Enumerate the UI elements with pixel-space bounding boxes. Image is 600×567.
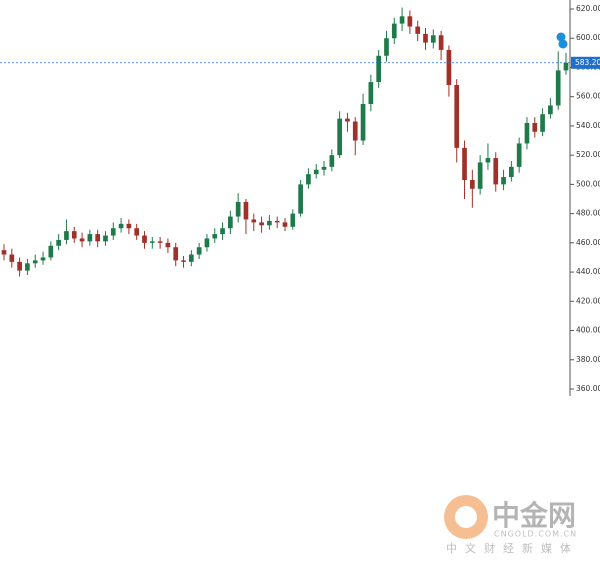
event-marker xyxy=(556,32,566,42)
candle-body xyxy=(360,104,366,141)
candle-body xyxy=(142,235,147,243)
candle-body xyxy=(477,162,483,189)
price-label-box xyxy=(571,56,600,69)
candle-body xyxy=(17,261,22,271)
candle-body xyxy=(149,241,155,243)
y-tick-label: 600.00 xyxy=(576,33,600,42)
candle-body xyxy=(524,123,530,144)
candle-body xyxy=(9,254,15,262)
candle-body xyxy=(321,166,327,170)
candle-body xyxy=(282,222,288,227)
candle-body xyxy=(188,254,194,262)
candle-body xyxy=(555,70,561,106)
candle-body xyxy=(352,121,358,141)
candle-body xyxy=(368,82,374,104)
y-tick-label: 380.00 xyxy=(576,355,600,364)
candle-body xyxy=(438,35,444,50)
candle-body xyxy=(95,234,101,242)
candle-body xyxy=(469,180,475,189)
candle-body xyxy=(220,228,225,235)
y-tick-label: 520.00 xyxy=(576,150,600,159)
candle-body xyxy=(118,223,124,229)
candle-body xyxy=(509,166,514,178)
watermark-domain: CNGOLD.COM.CN xyxy=(494,530,577,539)
candle-body xyxy=(212,234,218,239)
candle-body xyxy=(274,220,280,223)
candle-body xyxy=(204,238,210,248)
candle-body xyxy=(64,231,69,240)
candle-body xyxy=(384,38,389,56)
event-markers xyxy=(556,32,568,49)
candle-body xyxy=(32,260,38,264)
candle-body xyxy=(173,247,179,261)
candle-body xyxy=(110,228,116,236)
candle-body xyxy=(103,235,108,242)
watermark-slogan: 中文财经新媒体 xyxy=(446,541,579,555)
candle-body xyxy=(181,260,186,262)
candle-body xyxy=(415,26,421,34)
y-tick-label: 480.00 xyxy=(576,209,600,218)
candle-body xyxy=(71,231,77,239)
candle-body xyxy=(501,177,506,185)
price-label: 583.20 xyxy=(575,58,600,67)
candle-body xyxy=(165,242,171,248)
candle-body xyxy=(493,158,499,185)
candle-body xyxy=(235,201,241,217)
candle-body xyxy=(485,158,491,163)
candle-body xyxy=(157,241,163,243)
y-tick-label: 460.00 xyxy=(576,238,600,247)
candle-body xyxy=(259,222,264,226)
y-tick-label: 360.00 xyxy=(576,384,600,393)
candle-body xyxy=(134,228,140,236)
candle-body xyxy=(399,16,405,24)
candle-body xyxy=(40,257,46,261)
candle-body xyxy=(298,184,303,214)
y-tick-label: 540.00 xyxy=(576,121,600,130)
candle-body xyxy=(126,223,132,229)
candle-body xyxy=(306,174,311,185)
candle-body xyxy=(516,143,522,167)
candle-body xyxy=(430,35,436,43)
candle-body xyxy=(462,147,467,180)
candle-body xyxy=(540,114,545,132)
candle-body xyxy=(25,263,30,271)
candle-body xyxy=(313,169,319,175)
candle-body xyxy=(56,239,61,246)
candle-body xyxy=(87,234,93,242)
y-tick-label: 560.00 xyxy=(576,92,600,101)
y-tick-label: 440.00 xyxy=(576,267,600,276)
candle-body xyxy=(376,55,382,83)
y-tick-label: 420.00 xyxy=(576,296,600,305)
candle-body xyxy=(267,220,272,226)
watermark-logo xyxy=(455,506,477,528)
event-marker xyxy=(558,39,568,49)
candle-body xyxy=(423,33,428,43)
candle-body xyxy=(337,118,342,156)
watermark-brand: 中金网 xyxy=(492,499,576,532)
candle-body xyxy=(407,16,413,27)
candle-body xyxy=(329,155,335,167)
y-tick-label: 500.00 xyxy=(576,179,600,188)
y-tick-label: 400.00 xyxy=(576,326,600,335)
candle-body xyxy=(454,85,460,148)
candle-body xyxy=(1,250,7,255)
candle-body xyxy=(532,123,538,132)
watermark: 中金网 CNGOLD.COM.CN 中文财经新媒体 xyxy=(444,495,579,555)
y-tick-label: 620.00 xyxy=(576,4,600,13)
candle-body xyxy=(391,23,397,39)
candle-body xyxy=(290,213,296,227)
candle-body xyxy=(548,105,553,115)
candle-body xyxy=(243,201,249,220)
candle-body xyxy=(563,62,569,71)
candle-body xyxy=(196,247,202,255)
candle-body xyxy=(251,219,257,223)
candle-body xyxy=(228,216,233,229)
candle-body xyxy=(345,118,350,122)
candle-body xyxy=(446,49,452,85)
candle-body xyxy=(79,238,85,242)
candle-body xyxy=(48,245,54,258)
